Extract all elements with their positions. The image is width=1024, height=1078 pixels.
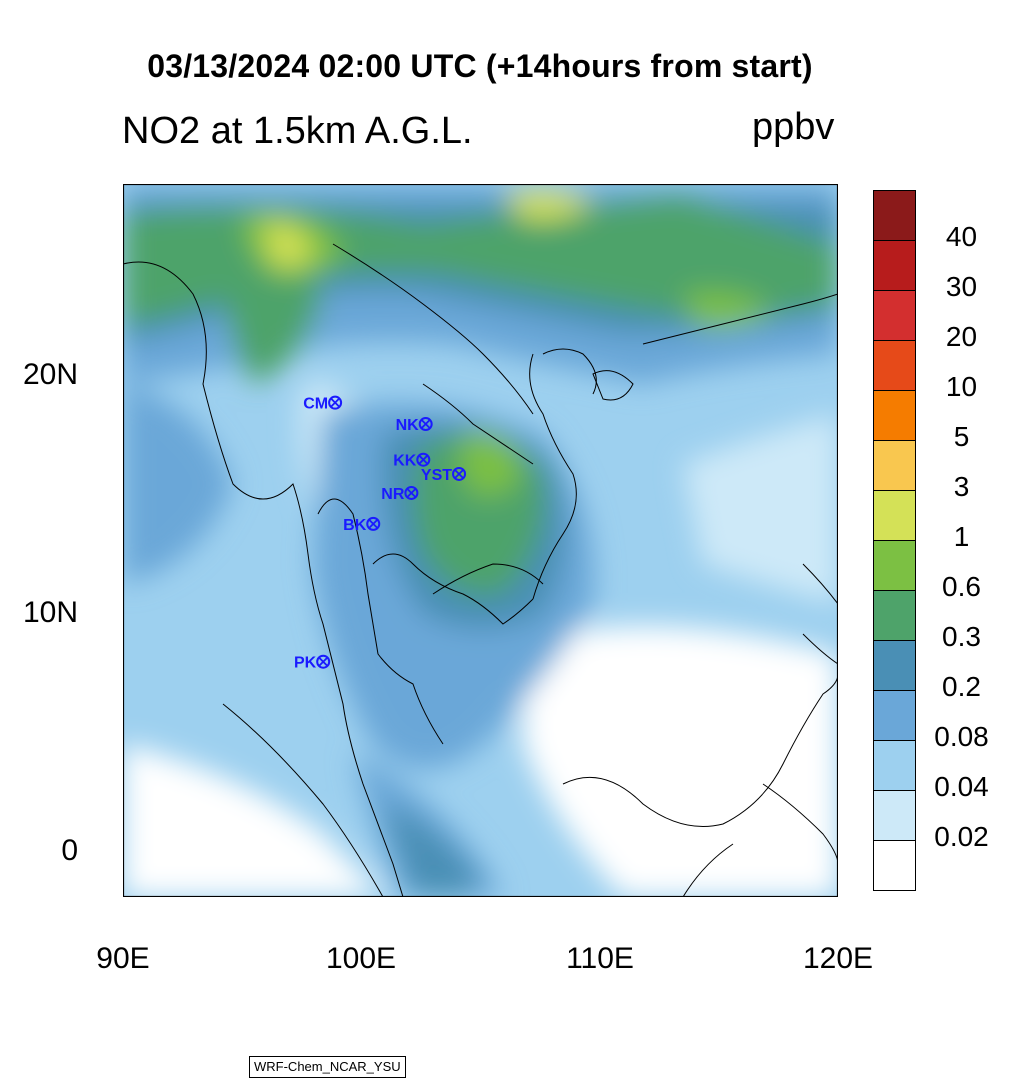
station-marker-icon (416, 452, 431, 467)
colorbar-label: 10 (945, 371, 978, 402)
station-nr: NR (381, 485, 419, 503)
colorbar-segment (873, 490, 916, 541)
colorbar-segment (873, 790, 916, 841)
colorbar-label: 0.2 (942, 671, 981, 702)
colorbar-label: 0.6 (942, 571, 981, 602)
colorbar-segment (873, 340, 916, 391)
colorbar-label: 0.08 (934, 721, 989, 752)
station-cross (454, 469, 464, 479)
colorbar-segment (873, 690, 916, 741)
map-frame (123, 184, 838, 897)
colorbar-label: 0.02 (934, 821, 989, 852)
station-marker-icon (404, 485, 419, 500)
station-cm: CM (303, 395, 343, 413)
colorbar-segment (873, 540, 916, 591)
colorbar-label: 40 (945, 221, 978, 252)
units-label: ppbv (752, 106, 835, 148)
station-marker-icon (328, 395, 343, 410)
map-subtitle: NO2 at 1.5km A.G.L. (122, 110, 473, 152)
station-nk: NK (396, 417, 433, 434)
x-tick-100e: 100E (325, 942, 397, 975)
map-title: 03/13/2024 02:00 UTC (+14hours from star… (147, 48, 813, 84)
station-yst: YST (421, 466, 467, 484)
map-panel: CM NK KK YST NR BK PK WRF-Chem_NCAR_YSU (123, 184, 838, 1078)
y-tick-0: 0 (61, 834, 78, 867)
station-cross (418, 455, 428, 465)
station-marker-icon (452, 466, 467, 481)
station-pk: PK (294, 654, 331, 672)
colorbar-label: 3 (953, 471, 970, 502)
colorbar-segment (873, 240, 916, 291)
y-tick-10n: 10N (22, 596, 78, 629)
station-label: PK (294, 655, 317, 672)
station-label: KK (393, 453, 417, 470)
x-tick-90e: 90E (96, 942, 150, 975)
station-cross (406, 488, 417, 498)
colorbar-segment (873, 290, 916, 341)
station-bk: BK (343, 516, 381, 534)
station-marker-icon (366, 516, 381, 531)
colorbar (873, 190, 916, 891)
no2-field (123, 184, 838, 897)
colorbar-segment (873, 640, 916, 691)
colorbar-label: 20 (945, 321, 978, 352)
station-cross (318, 657, 328, 667)
station-label: NR (381, 486, 405, 503)
station-kk: KK (393, 452, 431, 470)
x-tick-110e: 110E (566, 942, 634, 975)
y-tick-20n: 20N (22, 358, 78, 391)
model-credit: WRF-Chem_NCAR_YSU (249, 1056, 406, 1078)
colorbar-label: 1 (953, 521, 970, 552)
station-cross (368, 519, 378, 529)
colorbar-segment (873, 190, 916, 241)
colorbar-label: 0.04 (934, 771, 989, 802)
station-label: CM (303, 396, 328, 413)
station-label: BK (343, 517, 367, 534)
colorbar-segment (873, 840, 916, 891)
x-tick-120e: 120E (802, 942, 874, 975)
colorbar-segment (873, 390, 916, 441)
station-marker-icon (316, 654, 331, 669)
colorbar-label: 0.3 (942, 621, 981, 652)
station-label: NK (396, 417, 420, 434)
colorbar-segment (873, 440, 916, 491)
colorbar-segment (873, 740, 916, 791)
station-cross (330, 398, 340, 408)
coastlines (123, 243, 838, 897)
colorbar-segment (873, 590, 916, 641)
station-label: YST (421, 467, 452, 484)
colorbar-label: 30 (945, 271, 978, 302)
station-marker-icon (418, 417, 433, 432)
colorbar-label: 5 (953, 421, 970, 452)
station-cross (421, 419, 431, 429)
